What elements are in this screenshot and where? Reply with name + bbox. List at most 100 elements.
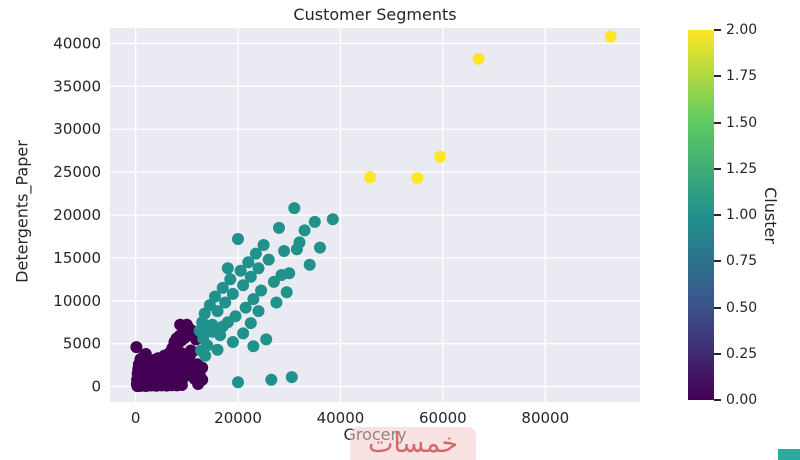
colorbar-tick-label: 0.50 — [726, 299, 758, 316]
data-point-cluster-1 — [232, 376, 244, 389]
data-point-cluster-1 — [244, 270, 257, 283]
data-point-cluster-0 — [148, 354, 160, 366]
y-tick-label: 10000 — [53, 292, 101, 310]
data-point-cluster-1 — [247, 293, 260, 306]
data-point-cluster-1 — [239, 301, 252, 314]
x-tick-label: 80000 — [521, 409, 569, 427]
y-tick-label: 25000 — [53, 163, 101, 181]
colorbar-tick: 0.00 — [714, 392, 757, 408]
data-point-cluster-2 — [434, 150, 447, 163]
data-point-cluster-1 — [237, 279, 250, 292]
colorbar-tick: 1.25 — [714, 161, 757, 177]
colorbar-tick: 1.75 — [714, 68, 757, 84]
data-point-cluster-0 — [180, 318, 193, 331]
colorbar-tick-mark — [714, 121, 721, 124]
data-point-cluster-1 — [265, 373, 278, 386]
y-tick-label: 5000 — [63, 335, 101, 353]
data-point-cluster-0 — [184, 344, 197, 357]
data-point-cluster-1 — [249, 247, 262, 260]
y-axis-label: Detergents_Paper — [12, 140, 32, 283]
colorbar-tick-mark — [714, 214, 721, 216]
y-tick-label: 35000 — [53, 77, 101, 95]
data-point-cluster-1 — [314, 241, 326, 254]
data-point-cluster-1 — [197, 332, 210, 345]
colorbar-tick-label: 1.50 — [726, 114, 758, 131]
data-point-cluster-1 — [278, 245, 291, 257]
colorbar-gradient — [688, 30, 714, 400]
colorbar-tick: 0.50 — [714, 300, 757, 316]
data-point-cluster-1 — [257, 239, 270, 251]
data-point-cluster-1 — [209, 290, 221, 303]
data-point-cluster-1 — [267, 275, 280, 288]
data-point-cluster-1 — [199, 349, 212, 362]
data-point-cluster-1 — [226, 287, 239, 300]
colorbar-tick-mark — [714, 306, 721, 309]
data-point-cluster-1 — [226, 336, 239, 348]
y-tick-label: 20000 — [53, 206, 101, 224]
colorbar-tick-mark — [714, 352, 721, 355]
x-tick-label: 60000 — [419, 409, 467, 427]
colorbar-tick-mark — [714, 75, 721, 78]
data-point-cluster-1 — [211, 305, 224, 318]
data-point-cluster-1 — [308, 215, 321, 228]
x-tick-label: 40000 — [317, 409, 365, 427]
colorbar-tick: 1.50 — [714, 115, 757, 131]
data-point-cluster-1 — [262, 253, 275, 266]
data-point-cluster-1 — [290, 243, 303, 256]
data-point-cluster-1 — [216, 320, 229, 333]
watermark: خمسات — [350, 427, 477, 460]
data-point-cluster-1 — [298, 224, 311, 237]
x-tick-label: 20000 — [214, 409, 262, 427]
data-point-cluster-1 — [273, 221, 285, 234]
colorbar-tick-mark — [714, 260, 721, 263]
data-point-cluster-1 — [242, 256, 255, 269]
colorbar-tick: 0.25 — [714, 346, 757, 362]
data-point-cluster-1 — [229, 310, 242, 323]
data-point-cluster-2 — [472, 52, 485, 65]
y-tick-label: 0 — [91, 378, 101, 396]
data-point-cluster-1 — [237, 327, 250, 340]
data-point-cluster-0 — [196, 361, 209, 374]
colorbar-tick: 2.00 — [714, 22, 757, 38]
colorbar-tick-label: 1.00 — [726, 207, 758, 223]
colorbar-tick-label: 1.25 — [726, 160, 758, 177]
data-point-cluster-1 — [255, 284, 268, 297]
colorbar-tick-label: 0.25 — [726, 345, 758, 362]
data-point-cluster-1 — [288, 202, 301, 215]
data-point-cluster-2 — [411, 172, 424, 185]
data-point-cluster-1 — [270, 296, 283, 309]
y-tick-label: 40000 — [53, 34, 101, 52]
data-point-cluster-1 — [285, 371, 298, 384]
colorbar-tick: 0.75 — [714, 253, 757, 269]
data-point-cluster-1 — [224, 273, 237, 286]
colorbar-tick: 1.00 — [714, 207, 757, 223]
data-point-cluster-2 — [604, 30, 617, 43]
colorbar-tick-mark — [714, 399, 721, 401]
data-point-cluster-1 — [232, 233, 244, 245]
data-point-cluster-0 — [175, 379, 188, 391]
colorbar-tick-mark — [714, 29, 721, 31]
chart-title: Customer Segments — [293, 5, 457, 24]
data-point-cluster-1 — [247, 340, 260, 353]
data-point-cluster-1 — [244, 317, 257, 330]
data-point-cluster-0 — [131, 367, 144, 380]
corner-decoration — [778, 449, 800, 460]
data-point-cluster-1 — [326, 213, 339, 226]
data-point-cluster-0 — [192, 378, 205, 390]
data-point-cluster-1 — [211, 343, 224, 356]
data-point-cluster-1 — [303, 258, 316, 271]
data-point-cluster-1 — [275, 269, 288, 281]
data-point-cluster-1 — [260, 333, 273, 346]
colorbar-tick-label: 2.00 — [726, 22, 758, 38]
data-point-cluster-1 — [216, 281, 229, 294]
data-point-cluster-0 — [130, 341, 143, 354]
colorbar-label: Cluster — [760, 187, 780, 244]
data-point-cluster-1 — [221, 262, 234, 275]
data-point-cluster-1 — [234, 264, 247, 277]
data-point-cluster-0 — [134, 353, 147, 366]
colorbar-tick-label: 0.00 — [726, 392, 758, 408]
y-tick-label: 30000 — [53, 120, 101, 138]
data-point-cluster-1 — [252, 305, 265, 318]
